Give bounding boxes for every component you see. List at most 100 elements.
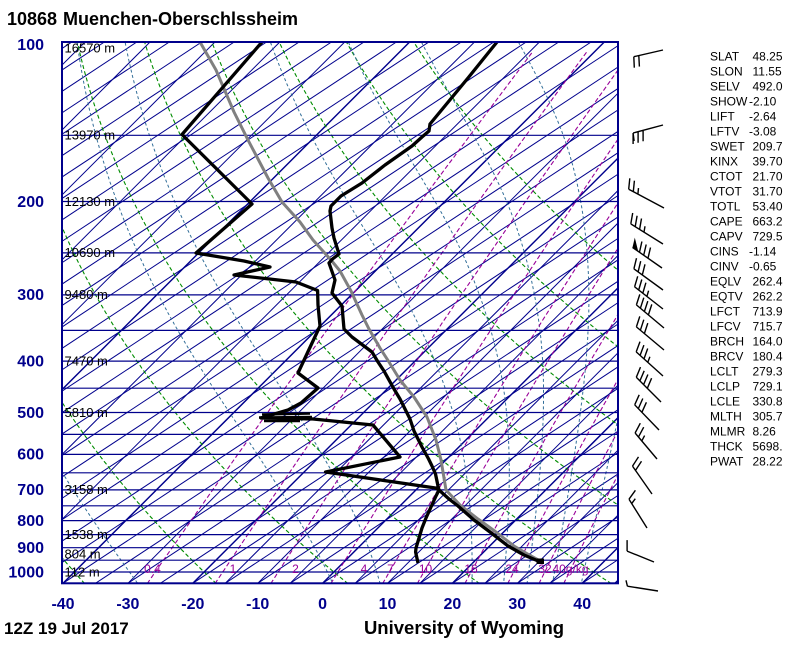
svg-text:8.26: 8.26 — [753, 425, 777, 439]
svg-text:SHOW: SHOW — [710, 95, 748, 109]
svg-text:40: 40 — [573, 596, 591, 613]
svg-text:-2.64: -2.64 — [749, 110, 777, 124]
svg-text:279.3: 279.3 — [753, 365, 783, 379]
svg-text:SWET: SWET — [710, 140, 745, 154]
svg-text:University of Wyoming: University of Wyoming — [364, 617, 564, 638]
svg-text:-3.08: -3.08 — [749, 125, 777, 139]
svg-text:LFCT: LFCT — [710, 305, 741, 319]
svg-text:TOTL: TOTL — [710, 200, 741, 214]
svg-text:-40: -40 — [51, 596, 74, 613]
svg-text:4: 4 — [361, 562, 368, 576]
svg-text:LFCV: LFCV — [710, 320, 741, 334]
svg-text:5698.: 5698. — [753, 440, 783, 454]
svg-text:11.55: 11.55 — [753, 65, 782, 79]
svg-text:700: 700 — [17, 482, 44, 499]
svg-text:53.40: 53.40 — [753, 200, 783, 214]
svg-text:40g/kg: 40g/kg — [553, 562, 589, 576]
svg-text:16: 16 — [464, 562, 478, 576]
svg-text:-2.10: -2.10 — [749, 95, 777, 109]
svg-text:10: 10 — [419, 562, 433, 576]
svg-text:305.7: 305.7 — [753, 410, 783, 424]
svg-text:-1.14: -1.14 — [749, 245, 777, 259]
svg-text:-30: -30 — [116, 596, 139, 613]
svg-text:LIFT: LIFT — [710, 110, 735, 124]
svg-text:VTOT: VTOT — [710, 185, 742, 199]
svg-text:400: 400 — [17, 353, 44, 370]
svg-text:729.1: 729.1 — [753, 380, 783, 394]
svg-text:LFTV: LFTV — [710, 125, 739, 139]
svg-text:0.4: 0.4 — [144, 562, 161, 576]
svg-text:SLON: SLON — [710, 65, 743, 79]
svg-text:5810 m: 5810 m — [65, 405, 108, 420]
svg-text:663.2: 663.2 — [753, 215, 783, 229]
svg-text:9480 m: 9480 m — [65, 287, 108, 302]
svg-text:LCLP: LCLP — [710, 380, 740, 394]
svg-text:39.70: 39.70 — [753, 155, 783, 169]
svg-text:262.4: 262.4 — [753, 275, 783, 289]
svg-text:BRCH: BRCH — [710, 335, 744, 349]
svg-text:48.25: 48.25 — [753, 50, 783, 64]
svg-text:3158 m: 3158 m — [65, 482, 108, 497]
svg-text:13970 m: 13970 m — [65, 128, 116, 143]
svg-text:CAPV: CAPV — [710, 230, 743, 244]
svg-text:180.4: 180.4 — [753, 350, 783, 364]
svg-text:10690 m: 10690 m — [65, 245, 116, 260]
svg-text:BRCV: BRCV — [710, 350, 743, 364]
svg-text:0: 0 — [318, 596, 327, 613]
svg-text:24: 24 — [505, 562, 519, 576]
svg-text:20: 20 — [444, 596, 462, 613]
svg-text:EQLV: EQLV — [710, 275, 741, 289]
svg-text:200: 200 — [17, 194, 44, 211]
svg-text:16570 m: 16570 m — [65, 40, 116, 55]
svg-text:1: 1 — [230, 562, 237, 576]
svg-text:-20: -20 — [181, 596, 204, 613]
svg-text:492.0: 492.0 — [753, 80, 783, 94]
svg-text:LCLE: LCLE — [710, 395, 740, 409]
svg-text:THCK: THCK — [710, 440, 743, 454]
svg-text:-10: -10 — [246, 596, 269, 613]
svg-text:28.22: 28.22 — [753, 455, 783, 469]
svg-text:800: 800 — [17, 513, 44, 530]
svg-text:600: 600 — [17, 447, 44, 464]
svg-text:900: 900 — [17, 540, 44, 557]
svg-text:7: 7 — [387, 562, 394, 576]
svg-text:1000: 1000 — [8, 564, 44, 581]
svg-text:SLAT: SLAT — [710, 50, 740, 64]
svg-text:30: 30 — [508, 596, 526, 613]
svg-text:112 m: 112 m — [65, 564, 100, 579]
svg-text:209.7: 209.7 — [753, 140, 783, 154]
svg-text:713.9: 713.9 — [753, 305, 783, 319]
svg-text:PWAT: PWAT — [710, 455, 744, 469]
svg-text:EQTV: EQTV — [710, 290, 743, 304]
svg-text:CINV: CINV — [710, 260, 739, 274]
svg-text:7470 m: 7470 m — [65, 353, 108, 368]
svg-text:10: 10 — [379, 596, 397, 613]
svg-text:SELV: SELV — [710, 80, 740, 94]
svg-text:31.70: 31.70 — [753, 185, 783, 199]
svg-text:-0.65: -0.65 — [749, 260, 777, 274]
svg-text:1538 m: 1538 m — [65, 527, 108, 542]
svg-text:32: 32 — [538, 562, 552, 576]
svg-text:21.70: 21.70 — [753, 170, 783, 184]
svg-text:10868: 10868 — [7, 9, 57, 29]
svg-text:KINX: KINX — [710, 155, 738, 169]
svg-text:2: 2 — [292, 562, 299, 576]
svg-text:Muenchen-Oberschlssheim: Muenchen-Oberschlssheim — [63, 9, 298, 29]
svg-text:804 m: 804 m — [65, 546, 101, 561]
svg-text:729.5: 729.5 — [753, 230, 783, 244]
svg-text:12Z 19 Jul 2017: 12Z 19 Jul 2017 — [4, 619, 129, 638]
svg-text:CTOT: CTOT — [710, 170, 743, 184]
svg-text:MLTH: MLTH — [710, 410, 742, 424]
svg-text:262.2: 262.2 — [753, 290, 783, 304]
svg-text:100: 100 — [17, 37, 44, 54]
svg-text:300: 300 — [17, 287, 44, 304]
svg-text:CAPE: CAPE — [710, 215, 743, 229]
svg-text:12130 m: 12130 m — [65, 194, 116, 209]
svg-text:LCLT: LCLT — [710, 365, 739, 379]
svg-text:164.0: 164.0 — [753, 335, 783, 349]
svg-text:330.8: 330.8 — [753, 395, 783, 409]
svg-text:715.7: 715.7 — [753, 320, 783, 334]
svg-text:500: 500 — [17, 405, 44, 422]
svg-text:MLMR: MLMR — [710, 425, 746, 439]
svg-text:CINS: CINS — [710, 245, 739, 259]
